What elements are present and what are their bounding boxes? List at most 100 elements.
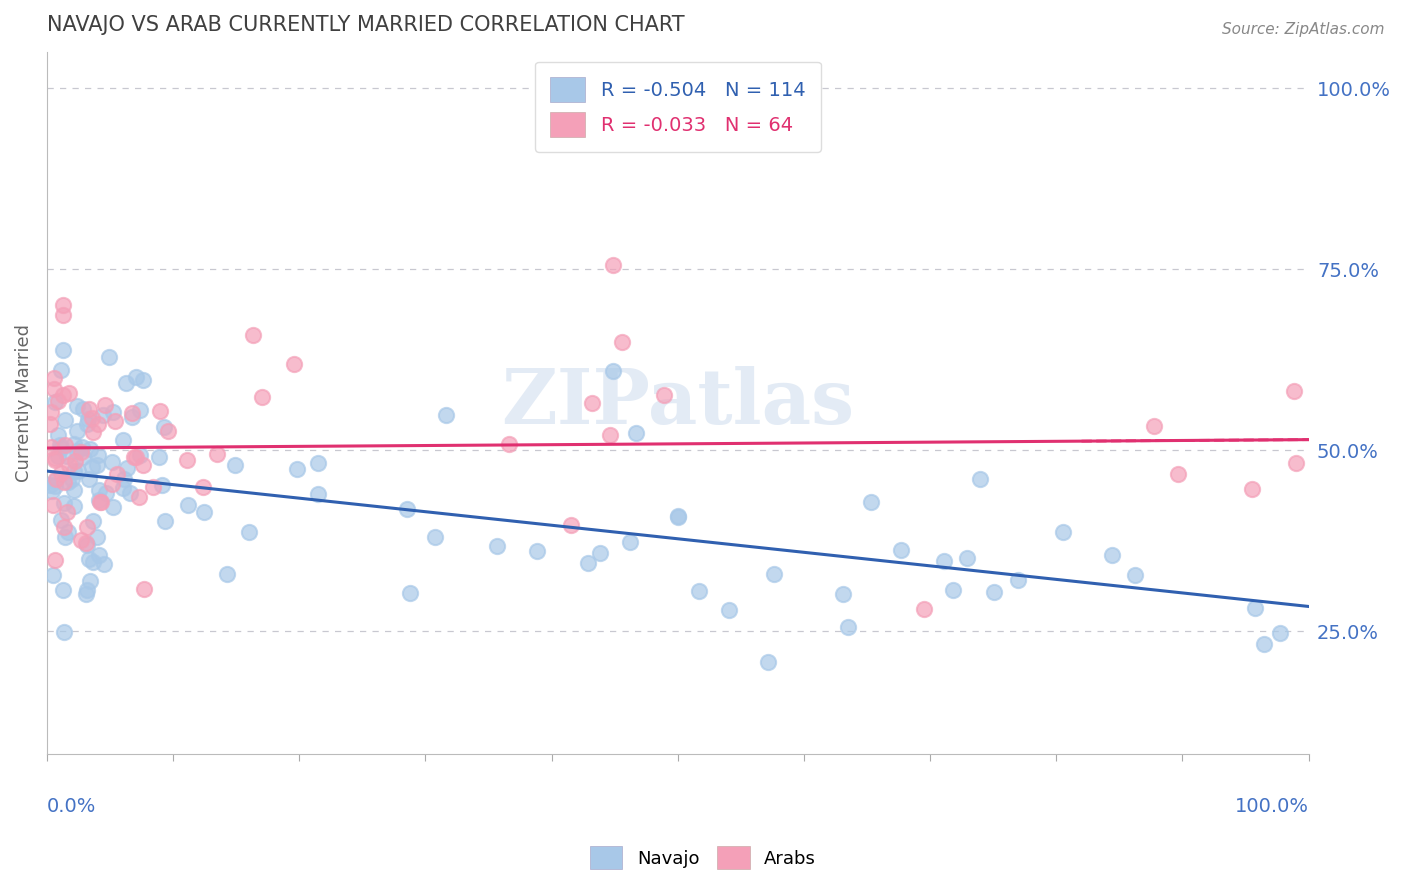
Point [150,478,173,492]
Point [42,567,65,582]
Point [153,420,176,434]
Point [44,479,66,493]
Point [63,500,86,514]
Point [129,402,152,417]
Point [60,472,83,486]
Point [42,382,65,396]
Point [217,567,239,582]
Point [153,514,176,528]
Point [39,417,62,432]
Point [66,400,89,414]
Point [49,438,72,452]
Point [205,447,228,461]
Point [56,475,79,489]
Point [589,546,612,560]
Point [41,405,63,419]
Point [434,409,457,423]
Point [82,460,104,475]
Point [94,398,117,412]
Point [98,350,121,364]
Point [52,343,75,357]
Point [1243,600,1265,615]
Point [58,458,80,473]
Point [1007,573,1029,587]
Point [498,437,520,451]
Point [52,496,75,510]
Point [77,412,100,426]
Point [599,427,621,442]
Point [114,376,136,390]
Point [1052,525,1074,540]
Point [122,450,145,464]
Point [41,483,63,498]
Point [1101,549,1123,563]
Point [87,448,110,462]
Point [52,519,75,533]
Point [101,500,124,514]
Point [307,456,329,470]
Point [66,424,89,438]
Point [125,369,148,384]
Point [242,328,264,343]
Point [560,518,582,533]
Point [69,445,91,459]
Legend: Navajo, Arabs: Navajo, Arabs [581,838,825,879]
Point [53,530,76,544]
Point [82,555,104,569]
Point [134,582,156,596]
Point [39,440,62,454]
Point [624,425,647,440]
Point [756,655,779,669]
Point [111,481,134,495]
Point [42,498,65,512]
Point [49,513,72,527]
Point [52,388,75,402]
Point [52,298,75,312]
Point [120,486,142,500]
Text: 0.0%: 0.0% [46,797,96,815]
Point [688,584,710,599]
Point [46,450,69,464]
Point [101,405,124,419]
Point [142,480,165,494]
Point [399,585,422,599]
Point [76,417,98,431]
Point [105,467,128,481]
Point [934,554,956,568]
Point [176,452,198,467]
Point [72,450,94,464]
Text: Source: ZipAtlas.com: Source: ZipAtlas.com [1222,22,1385,37]
Point [48,428,70,442]
Point [224,458,246,473]
Point [44,451,66,466]
Point [100,455,122,469]
Point [955,551,977,566]
Point [53,413,76,427]
Point [576,556,599,570]
Point [82,515,104,529]
Point [42,371,65,385]
Point [128,490,150,504]
Point [58,524,80,539]
Point [87,417,110,431]
Point [44,553,66,567]
Point [93,558,115,572]
Point [652,388,675,402]
Point [837,619,859,633]
Point [238,525,260,540]
Point [63,483,86,498]
Point [193,505,215,519]
Point [581,396,603,410]
Point [149,404,172,418]
Point [66,443,89,458]
Point [131,373,153,387]
Point [52,624,75,639]
Point [66,465,89,479]
Point [86,458,108,472]
Point [46,394,69,409]
Point [75,535,97,549]
Point [666,509,689,524]
Point [115,460,138,475]
Point [121,409,143,424]
Point [79,574,101,588]
